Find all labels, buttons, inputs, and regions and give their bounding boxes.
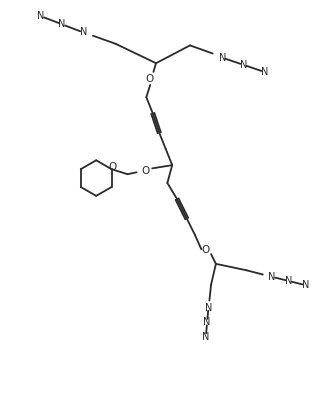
Text: O: O <box>202 245 210 255</box>
Text: N: N <box>302 280 309 290</box>
Text: N: N <box>285 276 292 286</box>
Text: N: N <box>203 317 211 327</box>
Text: N: N <box>80 28 87 38</box>
Text: N: N <box>58 19 66 29</box>
Text: N: N <box>240 60 247 70</box>
Text: O: O <box>142 166 150 176</box>
Text: O: O <box>108 162 116 172</box>
Text: N: N <box>205 303 212 312</box>
Text: N: N <box>268 272 276 282</box>
Text: N: N <box>219 53 226 63</box>
Text: N: N <box>261 67 268 77</box>
Text: N: N <box>202 332 210 342</box>
Text: O: O <box>145 74 154 84</box>
Text: N: N <box>37 11 45 21</box>
